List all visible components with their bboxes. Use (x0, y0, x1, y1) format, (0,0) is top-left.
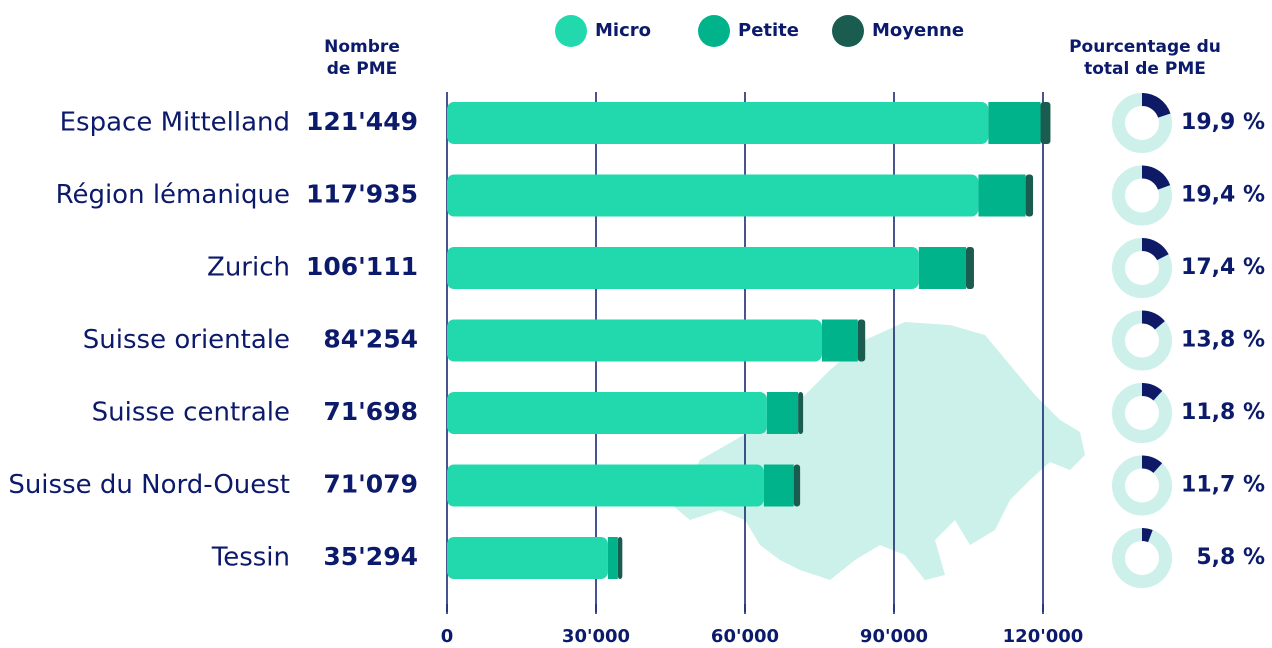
donut-arc (1141, 527, 1153, 543)
category-label: Suisse centrale (92, 398, 290, 428)
total-label: 71'698 (323, 397, 418, 426)
bar-segment (447, 464, 764, 507)
x-tick-label: 120'000 (1003, 626, 1084, 647)
bar-segment (798, 392, 804, 434)
bar-segment (978, 174, 1026, 217)
legend-swatch (698, 15, 730, 47)
bar-segment (447, 537, 608, 579)
bar-segment (607, 537, 618, 579)
x-tick-label: 0 (441, 626, 454, 647)
category-label: Zurich (207, 253, 290, 283)
percent-label: 13,8 % (1181, 328, 1265, 353)
legend-label: Micro (595, 20, 651, 41)
percent-label: 19,4 % (1181, 183, 1265, 208)
bar-segment (766, 392, 799, 434)
percent-label: 5,8 % (1196, 545, 1265, 570)
donut-track (1112, 528, 1172, 588)
bar-segment (821, 319, 858, 362)
total-label: 106'111 (306, 252, 418, 281)
percent-header: total de PME (1084, 59, 1206, 79)
donut-track (1112, 455, 1172, 516)
bar-segment (763, 464, 794, 507)
category-label: Suisse du Nord-Ouest (8, 470, 290, 500)
bar-segment (793, 464, 801, 507)
bar-segment (966, 247, 974, 289)
bar-segment (447, 174, 979, 217)
donut-arc (1141, 93, 1171, 119)
totals-header: de PME (327, 59, 398, 79)
percent-label: 17,4 % (1181, 255, 1265, 280)
percent-header: Pourcentage du (1069, 37, 1221, 57)
category-label: Région lémanique (56, 180, 290, 210)
category-label: Suisse orientale (83, 325, 290, 355)
donut-arc (1141, 310, 1165, 330)
total-label: 84'254 (323, 325, 418, 354)
bar-segment (617, 537, 623, 579)
legend-label: Petite (738, 20, 799, 41)
legend-label: Moyenne (872, 20, 964, 41)
total-label: 71'079 (323, 470, 418, 499)
percent-label: 11,7 % (1181, 473, 1265, 498)
donut-track (1112, 383, 1172, 443)
donut-arc (1141, 165, 1171, 191)
x-tick-label: 90'000 (860, 626, 928, 647)
bar-segment (1025, 174, 1034, 217)
bar-segment (447, 392, 767, 434)
bar-segment (918, 247, 967, 289)
percent-label: 19,9 % (1181, 110, 1265, 135)
bar-segment (1040, 102, 1051, 144)
category-label: Espace Mittelland (60, 108, 290, 138)
totals-header: Nombre (324, 37, 400, 57)
donut-arc (1141, 238, 1169, 261)
category-label: Tessin (211, 543, 290, 573)
map-silhouette (672, 322, 1085, 580)
bar-segment (447, 319, 822, 362)
legend-swatch (832, 15, 864, 47)
x-tick-label: 30'000 (562, 626, 630, 647)
bar-segment (857, 319, 866, 362)
total-label: 121'449 (306, 107, 418, 136)
donut-arc (1141, 383, 1163, 401)
bar-segment (988, 102, 1041, 144)
bar-segment (447, 102, 989, 144)
total-label: 117'935 (306, 180, 418, 209)
bar-segment (447, 247, 919, 289)
donut-arc (1141, 455, 1163, 474)
percent-label: 11,8 % (1181, 400, 1265, 425)
x-tick-label: 60'000 (711, 626, 779, 647)
total-label: 35'294 (323, 542, 418, 571)
legend-swatch (555, 15, 587, 47)
